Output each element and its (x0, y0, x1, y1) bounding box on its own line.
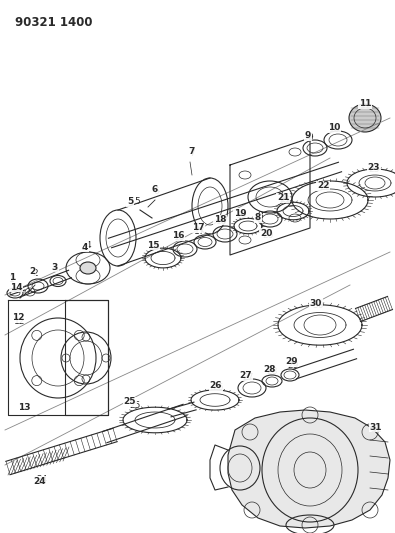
Text: 7: 7 (189, 149, 195, 158)
Text: 31: 31 (370, 425, 382, 434)
Text: 22: 22 (320, 183, 331, 192)
Text: 28: 28 (264, 365, 276, 374)
Text: 25: 25 (129, 400, 141, 409)
Text: 19: 19 (234, 208, 246, 217)
Text: 28: 28 (266, 367, 278, 376)
Text: 1: 1 (9, 276, 15, 285)
Text: 14: 14 (10, 282, 22, 292)
Text: 2: 2 (32, 270, 38, 279)
Text: 21: 21 (279, 196, 291, 205)
Text: 25: 25 (124, 398, 136, 407)
Text: 15: 15 (147, 240, 159, 249)
Text: 5: 5 (134, 198, 140, 206)
Text: 27: 27 (240, 372, 252, 381)
Text: 12: 12 (14, 318, 26, 327)
Text: 9: 9 (307, 133, 313, 142)
Text: 13: 13 (18, 403, 30, 413)
Text: 7: 7 (189, 148, 195, 157)
Text: 8: 8 (257, 211, 263, 220)
Text: 24: 24 (34, 477, 46, 486)
Text: 17: 17 (192, 223, 204, 232)
Text: 10: 10 (328, 124, 340, 133)
Text: 30: 30 (310, 298, 322, 308)
Ellipse shape (80, 262, 96, 274)
Text: 20: 20 (262, 231, 274, 240)
Text: 22: 22 (317, 182, 329, 190)
Text: 18: 18 (214, 215, 226, 224)
Text: 4: 4 (85, 241, 91, 251)
Text: 16: 16 (174, 233, 186, 243)
Text: 1: 1 (9, 273, 15, 282)
Text: 31: 31 (370, 423, 382, 432)
Text: 13: 13 (19, 403, 31, 413)
Text: 12: 12 (12, 313, 24, 322)
Text: 15: 15 (149, 243, 161, 252)
Text: 26: 26 (213, 384, 224, 392)
Text: 17: 17 (194, 227, 206, 236)
Text: 26: 26 (210, 382, 222, 391)
Text: 6: 6 (153, 188, 159, 197)
Text: 11: 11 (359, 100, 371, 109)
Text: 16: 16 (172, 231, 184, 240)
Ellipse shape (349, 104, 381, 132)
Text: 23: 23 (368, 164, 380, 173)
Text: 14: 14 (12, 286, 24, 295)
Text: 3: 3 (52, 262, 58, 271)
Text: 9: 9 (305, 132, 311, 141)
Text: 19: 19 (236, 211, 248, 220)
Text: 21: 21 (277, 193, 289, 203)
Text: 30: 30 (312, 302, 324, 311)
Text: 6: 6 (152, 185, 158, 195)
Text: 29: 29 (287, 360, 299, 369)
Text: 90321 1400: 90321 1400 (15, 16, 92, 29)
Text: 10: 10 (329, 125, 341, 134)
Text: 3: 3 (52, 265, 58, 274)
Text: 8: 8 (255, 214, 261, 222)
Text: 4: 4 (82, 243, 88, 252)
Text: 5: 5 (127, 198, 133, 206)
Text: 29: 29 (286, 358, 298, 367)
Text: 24: 24 (36, 475, 48, 484)
Text: 18: 18 (216, 217, 228, 227)
Text: 20: 20 (260, 229, 272, 238)
Text: 27: 27 (242, 374, 254, 383)
Text: 11: 11 (360, 101, 372, 110)
Polygon shape (228, 410, 390, 528)
Text: 2: 2 (29, 268, 35, 277)
Text: 23: 23 (368, 166, 380, 174)
